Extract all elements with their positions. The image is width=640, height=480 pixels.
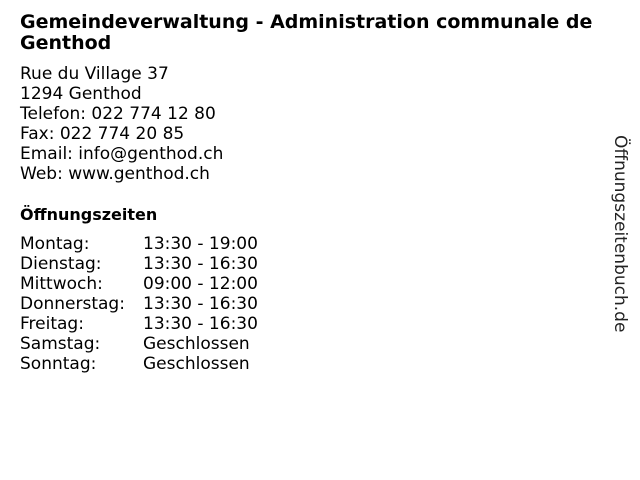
fax: Fax: 022 774 20 85 — [20, 124, 185, 144]
day: Samstag: — [20, 334, 101, 354]
time: 13:30 - 16:30 — [143, 294, 258, 314]
street: Rue du Village 37 — [20, 64, 169, 84]
time: Geschlossen — [143, 334, 250, 354]
hours-row: Donnerstag: 13:30 - 16:30 — [20, 294, 258, 314]
hours-row: Montag: 13:30 - 19:00 — [20, 234, 258, 254]
city: 1294 Genthod — [20, 84, 142, 104]
hours-row: Samstag: Geschlossen — [20, 334, 258, 354]
hours-heading: Öffnungszeiten — [20, 205, 158, 224]
website: Web: www.genthod.ch — [20, 164, 210, 184]
time: 09:00 - 12:00 — [143, 274, 258, 294]
hours-table: Montag: 13:30 - 19:00 Dienstag: 13:30 - 16… — [20, 234, 258, 374]
time: 13:30 - 16:30 — [143, 254, 258, 274]
hours-row: Mittwoch: 09:00 - 12:00 — [20, 274, 258, 294]
hours-row: Sonntag: Geschlossen — [20, 354, 258, 374]
watermark-text: Öffnungszeitenbuch.de — [610, 135, 630, 333]
time: 13:30 - 19:00 — [143, 234, 258, 254]
day: Donnerstag: — [20, 294, 125, 314]
hours-row: Dienstag: 13:30 - 16:30 — [20, 254, 258, 274]
day: Dienstag: — [20, 254, 102, 274]
phone: Telefon: 022 774 12 80 — [20, 104, 216, 124]
page-title: Gemeindeverwaltung - Administration comm… — [20, 11, 593, 54]
hours-row: Freitag: 13:30 - 16:30 — [20, 314, 258, 334]
day: Mittwoch: — [20, 274, 103, 294]
email: Email: info@genthod.ch — [20, 144, 224, 164]
day: Freitag: — [20, 314, 84, 334]
time: Geschlossen — [143, 354, 250, 374]
address-block: Rue du Village 37 1294 Genthod Telefon: … — [20, 64, 223, 184]
time: 13:30 - 16:30 — [143, 314, 258, 334]
day: Sonntag: — [20, 354, 97, 374]
day: Montag: — [20, 234, 90, 254]
